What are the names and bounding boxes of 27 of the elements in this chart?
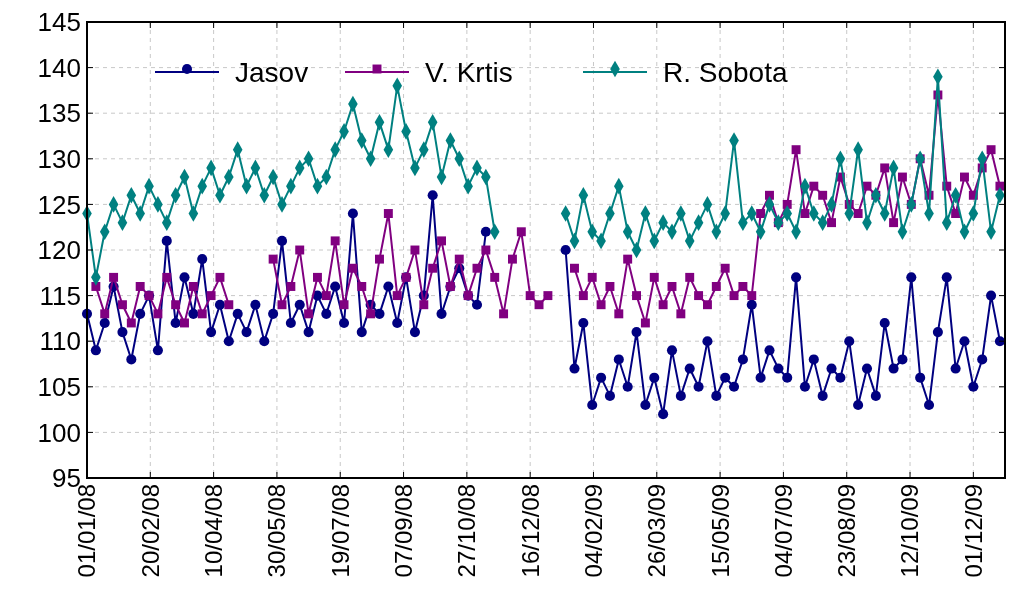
x-tick-label: 07/09/08 [389,484,417,578]
x-tick-label: 30/05/08 [263,484,291,578]
y-tick-label: 120 [37,235,81,266]
y-tick-label: 140 [37,52,81,83]
x-tick-label: 16/12/08 [516,484,544,578]
x-tick-label: 26/03/09 [643,484,671,578]
x-tick-label: 20/02/08 [136,484,164,578]
legend-label: V. Krtis [425,57,513,88]
y-tick-label: 125 [37,189,81,220]
y-tick-label: 110 [39,326,81,357]
legend-label: R. Sobota [663,57,788,88]
y-tick-label: 135 [37,98,81,129]
y-tick-label: 115 [39,280,81,311]
x-tick-label: 19/07/08 [326,484,354,578]
y-tick-label: 145 [37,7,81,38]
x-tick-label: 23/08/09 [833,484,861,578]
y-tick-label: 105 [37,371,81,402]
legend-label: Jasov [235,57,309,88]
x-tick-label: 04/02/09 [579,484,607,578]
x-tick-label: 27/10/08 [453,484,481,578]
x-tick-label: 12/10/09 [896,484,924,578]
x-tick-label: 15/05/09 [706,484,734,578]
x-tick-label: 10/04/08 [200,484,228,578]
x-tick-label: 01/12/09 [959,484,987,578]
x-tick-label: 04/07/09 [769,484,797,578]
y-tick-label: 130 [37,143,81,174]
y-tick-label: 100 [37,417,81,448]
